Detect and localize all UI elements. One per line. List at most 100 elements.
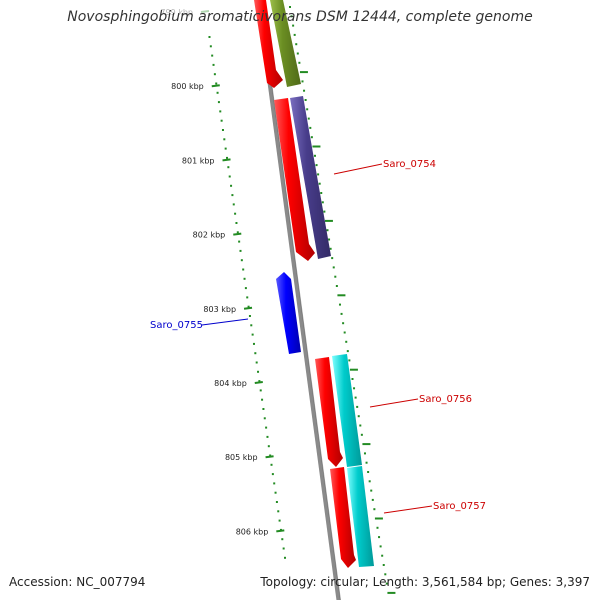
minor-tick	[223, 138, 226, 141]
minor-tick	[232, 203, 235, 206]
minor-tick	[258, 380, 261, 383]
minor-tick	[226, 156, 229, 159]
minor-tick	[345, 340, 348, 343]
scale-ticks: 799 kbp 800 kbp 801 kbp 802 kbp 803 kbp 804 k…	[160, 6, 396, 594]
minor-tick	[387, 591, 396, 594]
minor-tick	[379, 545, 382, 548]
feature-block-cyan-1	[332, 354, 362, 467]
minor-tick	[382, 564, 385, 566]
minor-tick	[209, 45, 212, 48]
minor-tick	[220, 119, 223, 122]
minor-tick	[257, 370, 260, 373]
leader-line-saro-0755	[201, 318, 249, 326]
minor-tick	[216, 91, 219, 94]
accession-label: Accession: NC_007794	[9, 575, 146, 589]
minor-tick	[278, 519, 281, 522]
minor-tick	[351, 378, 354, 380]
minor-tick	[238, 240, 241, 243]
minor-tick	[368, 480, 371, 483]
minor-tick	[303, 89, 306, 92]
minor-tick	[309, 126, 312, 129]
minor-tick	[321, 201, 324, 204]
minor-tick	[247, 305, 250, 308]
genome-backbone	[256, 0, 341, 605]
tick-label: 806 kbp	[236, 527, 269, 536]
minor-tick	[367, 471, 370, 473]
minor-tick	[318, 182, 321, 185]
minor-tick	[261, 398, 264, 401]
minor-tick	[271, 473, 274, 476]
minor-tick	[306, 108, 309, 111]
minor-tick	[363, 452, 366, 455]
feature-block-cyan-2	[347, 466, 374, 567]
minor-tick	[356, 405, 359, 408]
gene-label-saro-0757[interactable]: Saro_0757	[433, 501, 486, 512]
minor-tick	[362, 443, 371, 446]
minor-tick	[349, 368, 358, 371]
minor-tick	[320, 192, 323, 194]
genome-title: Novosphingobium aromaticivorans DSM 1244…	[67, 9, 533, 25]
minor-tick	[227, 166, 230, 169]
minor-tick	[282, 547, 285, 550]
minor-tick	[346, 350, 349, 353]
major-tick	[211, 84, 220, 88]
gene-arrow-saro-0757[interactable]	[330, 467, 356, 568]
minor-tick	[243, 277, 246, 280]
minor-tick	[273, 482, 276, 485]
tick-label: 801 kbp	[182, 156, 215, 165]
minor-tick	[354, 396, 357, 399]
minor-tick	[348, 359, 351, 362]
minor-tick	[230, 184, 233, 187]
minor-tick	[267, 445, 270, 448]
leader-line-saro-0757	[383, 505, 433, 514]
minor-tick	[281, 538, 284, 541]
minor-tick	[235, 222, 238, 224]
minor-tick	[208, 36, 211, 38]
minor-tick	[274, 491, 277, 494]
minor-tick	[365, 461, 368, 464]
minor-tick	[292, 24, 295, 27]
minor-tick	[288, 6, 291, 8]
minor-tick	[211, 54, 214, 57]
minor-tick	[334, 275, 337, 278]
minor-tick	[301, 80, 304, 83]
tick-label: 805 kbp	[225, 453, 258, 462]
minor-tick	[240, 259, 243, 262]
minor-tick	[275, 501, 278, 503]
minor-tick	[283, 556, 286, 559]
minor-tick	[254, 352, 257, 355]
gene-label-saro-0756[interactable]: Saro_0756	[419, 394, 472, 405]
minor-tick	[265, 426, 268, 429]
major-tick	[233, 232, 242, 236]
minor-tick	[335, 285, 338, 287]
major-tick	[243, 306, 253, 310]
minor-tick	[357, 415, 360, 418]
minor-tick	[359, 424, 362, 427]
minor-tick	[252, 342, 255, 345]
feature-block-olive	[270, 0, 301, 87]
gene-arrow-saro-0755[interactable]	[276, 272, 301, 354]
leader-line-saro-0754	[333, 163, 383, 175]
gene-arrow-upstream[interactable]	[254, 0, 283, 88]
minor-tick	[332, 266, 335, 269]
minor-tick	[371, 498, 374, 501]
minor-tick	[236, 231, 239, 234]
gene-arrow-saro-0754[interactable]	[274, 98, 315, 261]
minor-tick	[217, 101, 220, 104]
gene-label-saro-0755[interactable]: Saro_0755	[150, 320, 203, 331]
minor-tick	[374, 517, 383, 520]
major-tick	[222, 158, 231, 162]
major-tick	[254, 381, 263, 384]
genome-backbone-shade	[260, 0, 342, 605]
minor-tick	[337, 294, 346, 297]
minor-tick	[378, 536, 381, 539]
minor-tick	[259, 389, 262, 392]
gene-label-saro-0754[interactable]: Saro_0754	[383, 159, 436, 170]
major-tick	[265, 455, 274, 459]
gene-arrow-saro-0756[interactable]	[315, 357, 343, 467]
minor-tick	[270, 463, 273, 466]
tick-label: 804 kbp	[214, 379, 247, 388]
minor-tick	[340, 312, 343, 315]
minor-tick	[370, 489, 373, 492]
